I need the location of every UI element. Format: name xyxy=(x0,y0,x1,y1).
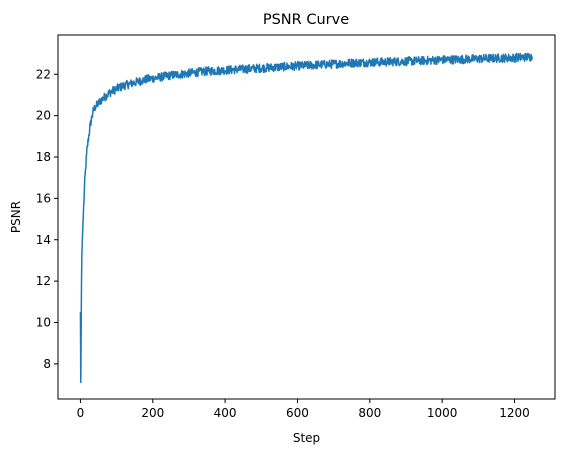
y-axis-label: PSNR xyxy=(9,201,23,233)
y-tick-label: 16 xyxy=(36,191,51,205)
y-tick-label: 12 xyxy=(36,274,51,288)
x-tick-label: 0 xyxy=(77,406,85,420)
x-tick-label: 600 xyxy=(286,406,309,420)
x-tick-label: 800 xyxy=(358,406,381,420)
psnr-series-line xyxy=(79,52,533,384)
x-axis-label: Step xyxy=(293,431,320,445)
x-axis: 0 200 400 600 800 1000 1200 xyxy=(77,399,530,420)
x-tick-label: 400 xyxy=(214,406,237,420)
y-tick-label: 10 xyxy=(36,315,51,329)
chart-title: PSNR Curve xyxy=(263,12,349,28)
x-tick-label: 1200 xyxy=(499,406,530,420)
y-tick-label: 18 xyxy=(36,150,51,164)
x-tick-label: 1000 xyxy=(427,406,458,420)
x-tick-label: 200 xyxy=(141,406,164,420)
y-tick-label: 22 xyxy=(36,67,51,81)
y-tick-label: 14 xyxy=(36,233,51,247)
y-tick-label: 8 xyxy=(43,357,51,371)
y-axis: 8 10 12 14 16 18 20 22 xyxy=(36,67,58,371)
plot-area xyxy=(79,52,533,384)
y-tick-label: 20 xyxy=(36,109,51,123)
axes-frame xyxy=(57,34,556,400)
